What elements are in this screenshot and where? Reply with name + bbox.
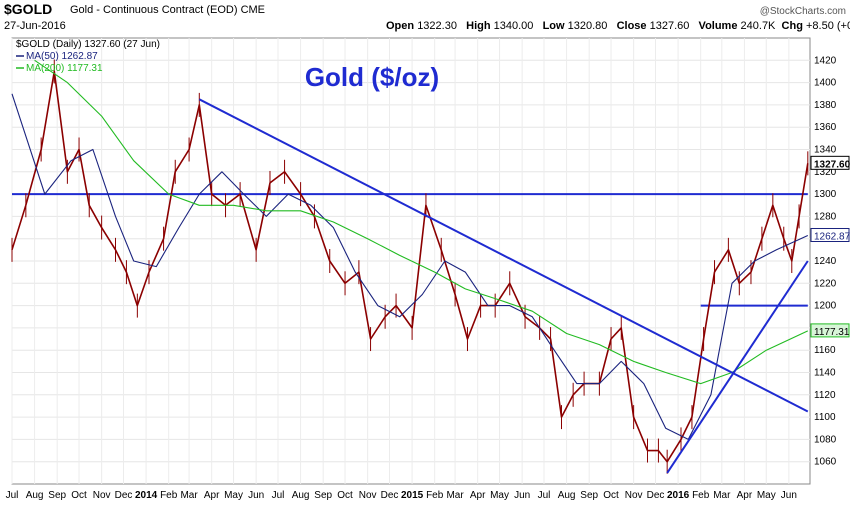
x-tick-label: Apr: [470, 490, 486, 501]
y-tick-label: 1160: [814, 345, 836, 356]
x-tick-label: Oct: [603, 490, 619, 501]
y-tick-label: 1200: [814, 301, 837, 312]
high-value: 1340.00: [493, 20, 534, 32]
x-tick-label: Feb: [426, 490, 444, 501]
volume-value: 240.7K: [740, 20, 776, 32]
y-tick-label: 1420: [814, 55, 837, 66]
y-tick-label: 1060: [814, 457, 837, 468]
x-tick-label: Apr: [737, 490, 753, 501]
open-value: 1322.30: [417, 20, 457, 32]
chart-header: $GOLD Gold - Continuous Contract (EOD) C…: [0, 0, 850, 38]
axes: 1060108011001120114011601180120012201240…: [6, 55, 850, 501]
x-tick-label: Aug: [26, 490, 44, 501]
x-tick-label: 2014: [135, 490, 158, 501]
x-tick-label: Feb: [160, 490, 178, 501]
last-value-box: [810, 323, 850, 338]
last-value-box: [810, 227, 850, 242]
x-tick-label: Sep: [314, 490, 332, 501]
x-tick-label: Dec: [115, 490, 133, 501]
y-tick-label: 1140: [814, 368, 836, 379]
ma-200-: [34, 59, 809, 385]
last-value-label: 1327.60: [814, 159, 850, 170]
x-tick-label: Nov: [359, 490, 377, 501]
trendline-2: [666, 260, 809, 474]
ma-50-: [11, 93, 809, 440]
x-tick-label: Nov: [93, 490, 111, 501]
x-tick-label: Jun: [514, 490, 530, 501]
x-tick-label: Sep: [580, 490, 598, 501]
x-tick-label: Aug: [558, 490, 576, 501]
y-tick-label: 1120: [814, 390, 836, 401]
y-tick-label: 1340: [814, 145, 837, 156]
chg-label: Chg: [781, 20, 803, 32]
y-tick-label: 1240: [814, 256, 837, 267]
price-stats: Open 1322.30 High 1340.00 Low 1320.80 Cl…: [386, 20, 850, 32]
description: Gold - Continuous Contract (EOD) CME: [70, 4, 266, 16]
volume-label: Volume: [698, 20, 738, 32]
symbol: $GOLD: [4, 1, 53, 17]
x-tick-label: Jun: [248, 490, 264, 501]
x-tick-label: Dec: [647, 490, 665, 501]
x-tick-label: May: [490, 490, 509, 501]
y-tick-label: 1380: [814, 100, 837, 111]
last-value-label: 1262.87: [814, 231, 850, 242]
close-label: Close: [616, 20, 647, 32]
chart-date: 27-Jun-2016: [4, 20, 66, 32]
x-tick-label: Apr: [204, 490, 220, 501]
x-tick-label: Feb: [692, 490, 710, 501]
last-value-label: 1177.31: [814, 327, 850, 338]
open-label: Open: [386, 20, 415, 32]
chart-title: Gold ($/oz): [305, 62, 439, 92]
y-tick-label: 1360: [814, 122, 837, 133]
x-tick-label: Jun: [781, 490, 797, 501]
low-value: 1320.80: [567, 20, 608, 32]
x-tick-label: Jul: [538, 490, 551, 501]
high-label: High: [466, 20, 491, 32]
x-tick-label: Mar: [713, 490, 731, 501]
x-tick-label: Oct: [337, 490, 353, 501]
x-tick-label: 2015: [401, 490, 424, 501]
legend: $GOLD (Daily) 1327.60 (27 Jun) MA(50) 12…: [16, 39, 160, 74]
trendline-1: [198, 98, 809, 413]
x-tick-label: Dec: [381, 490, 399, 501]
low-label: Low: [542, 20, 565, 32]
x-tick-label: Oct: [71, 490, 87, 501]
y-tick-label: 1080: [814, 434, 837, 445]
x-tick-label: May: [757, 490, 776, 501]
price-line: [11, 70, 809, 463]
brand-watermark: @StockCharts.com: [759, 6, 846, 17]
y-tick-label: 1300: [814, 189, 837, 200]
series-layer: [11, 59, 809, 474]
last-value-box: [810, 155, 850, 170]
y-tick-label: 1320: [814, 167, 837, 178]
x-tick-label: Jul: [6, 490, 19, 501]
y-tick-label: 1220: [814, 278, 837, 289]
legend-ma50: MA(50) 1262.87: [26, 51, 98, 62]
legend-ma200: MA(200) 1177.31: [26, 63, 103, 74]
x-tick-label: Aug: [292, 490, 310, 501]
x-tick-label: Jul: [272, 490, 285, 501]
x-tick-label: Nov: [625, 490, 643, 501]
chg-value: +8.50 (+0.64%): [805, 20, 850, 32]
x-tick-label: May: [224, 490, 243, 501]
x-tick-label: 2016: [667, 490, 690, 501]
legend-price: $GOLD (Daily) 1327.60 (27 Jun): [16, 39, 160, 50]
close-value: 1327.60: [649, 20, 690, 32]
x-tick-label: Mar: [446, 490, 464, 501]
y-tick-label: 1400: [814, 78, 837, 89]
y-tick-label: 1280: [814, 211, 837, 222]
x-tick-label: Mar: [180, 490, 198, 501]
x-tick-label: Sep: [48, 490, 66, 501]
y-tick-label: 1100: [814, 412, 836, 423]
